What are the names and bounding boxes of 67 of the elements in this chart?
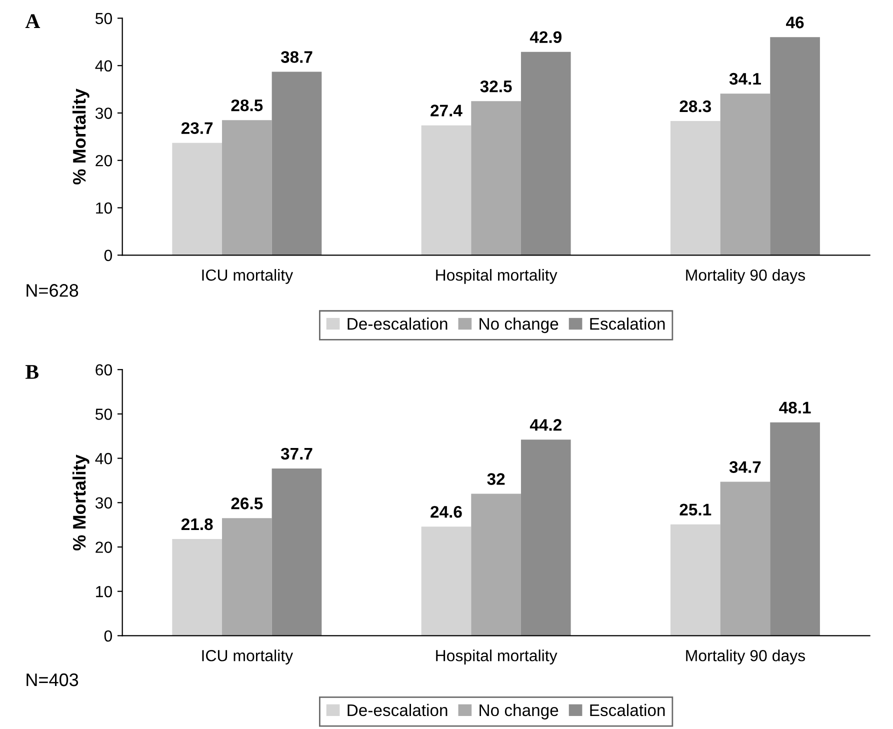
- y-tick-label: 30: [95, 108, 112, 119]
- y-axis-title: % Mortality: [72, 454, 90, 550]
- bar: [520, 52, 571, 256]
- data-label: 23.7: [181, 122, 213, 134]
- bar: [172, 539, 222, 636]
- y-tick-label: 10: [96, 202, 112, 214]
- x-tick-label: Hospital mortality: [436, 650, 558, 664]
- text: N=628: [26, 284, 78, 297]
- y-tick-label: 50: [95, 408, 112, 420]
- data-label: 42.9: [530, 31, 562, 44]
- bar: [520, 440, 571, 636]
- legend-label: De-escalation: [348, 318, 448, 330]
- y-tick-label: 0: [104, 630, 112, 642]
- legend-label: No change: [480, 318, 558, 334]
- legend-label: De-escalation: [348, 704, 448, 716]
- data-label: 26.5: [231, 498, 263, 510]
- bar: [720, 94, 770, 256]
- chart-title: A: [25, 14, 40, 28]
- x-tick-label: ICU mortality: [202, 269, 294, 284]
- bar: [172, 142, 222, 256]
- legend-label: No change: [480, 704, 558, 720]
- bar: [421, 125, 472, 256]
- bar: [720, 482, 770, 636]
- y-tick-label: 30: [95, 497, 112, 509]
- data-label: 21.8: [181, 518, 213, 530]
- bar: [670, 524, 720, 636]
- data-label: 48.1: [779, 402, 811, 414]
- data-label: 32.5: [480, 80, 512, 92]
- y-tick-label: 40: [95, 452, 112, 464]
- y-tick-label: 20: [96, 542, 112, 553]
- y-axis-title: % Mortality: [72, 88, 90, 184]
- bar: [421, 526, 472, 636]
- data-label: 25.1: [680, 504, 712, 516]
- x-tick-label: Mortality 90 days: [686, 269, 805, 284]
- bar: [670, 121, 720, 256]
- data-label: 37.7: [280, 448, 312, 460]
- y-tick-label: 20: [96, 155, 112, 166]
- x-tick-label: Hospital mortality: [436, 269, 558, 284]
- x-tick-label: ICU mortality: [202, 650, 294, 664]
- legend-label: Escalation: [590, 318, 665, 330]
- bar: [770, 422, 820, 636]
- y-tick-label: 0: [104, 250, 112, 262]
- bar: [471, 101, 521, 256]
- y-tick-label: 10: [96, 586, 112, 598]
- bar: [222, 518, 272, 636]
- y-tick-label: 50: [95, 12, 112, 24]
- legend-label: Escalation: [590, 704, 665, 716]
- data-label: 28.5: [231, 99, 263, 112]
- data-label: 24.6: [430, 506, 462, 518]
- x-tick-label: Mortality 90 days: [686, 650, 805, 664]
- data-label: 44.2: [530, 419, 562, 431]
- chart-title: B: [26, 365, 38, 379]
- bar: [471, 494, 521, 636]
- bar: [222, 120, 272, 256]
- bar: [272, 468, 322, 636]
- bar: [770, 37, 820, 256]
- y-tick-label: 60: [96, 364, 112, 376]
- data-label: 28.3: [680, 100, 711, 112]
- data-label: 27.4: [430, 104, 462, 116]
- data-label: 38.7: [280, 51, 312, 63]
- data-label: 34.7: [729, 461, 761, 473]
- data-label: 32: [487, 473, 505, 485]
- bar: [272, 72, 322, 256]
- data-label: 34.1: [729, 72, 761, 85]
- text: N=403: [26, 673, 78, 686]
- data-label: 46: [786, 16, 804, 28]
- y-tick-label: 40: [95, 60, 112, 72]
